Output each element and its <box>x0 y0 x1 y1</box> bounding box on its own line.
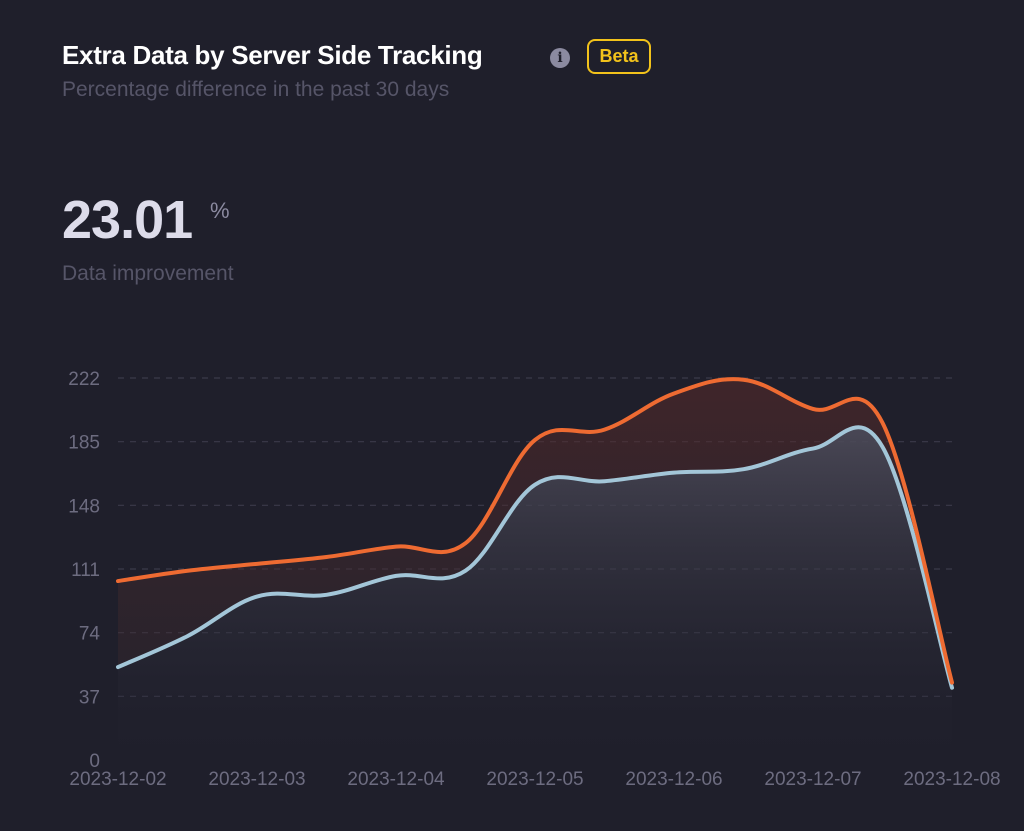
series-area-band <box>118 379 952 688</box>
x-tick-label: 2023-12-08 <box>903 769 1000 790</box>
series-line-blue <box>116 425 954 690</box>
metric-unit: % <box>210 198 230 223</box>
series-lines <box>116 377 954 690</box>
series-area-lower <box>118 427 952 760</box>
y-tick-label: 111 <box>71 560 100 581</box>
x-tick-label: 2023-12-05 <box>486 769 583 790</box>
series-areas <box>118 379 952 760</box>
beta-badge: Beta <box>587 39 651 74</box>
x-tick-label: 2023-12-04 <box>347 769 445 790</box>
x-tick-label: 2023-12-07 <box>764 769 861 790</box>
chart-subtitle: Percentage difference in the past 30 day… <box>62 78 450 101</box>
y-tick-label: 0 <box>89 751 100 772</box>
y-tick-label: 222 <box>68 369 100 390</box>
x-tick-label: 2023-12-03 <box>208 769 305 790</box>
metric-label: Data improvement <box>62 262 234 285</box>
info-icon[interactable]: i <box>550 48 570 68</box>
x-tick-label: 2023-12-02 <box>69 769 166 790</box>
y-tick-label: 37 <box>79 687 100 708</box>
y-tick-label: 148 <box>68 496 100 517</box>
x-tick-label: 2023-12-06 <box>625 769 722 790</box>
y-tick-label: 185 <box>68 433 100 454</box>
series-line-orange <box>116 377 954 685</box>
y-axis-ticks: 0 37 74 111 148 185 222 <box>68 369 100 772</box>
metric-value: 23.01 <box>62 190 193 250</box>
x-axis-ticks: 2023-12-02 2023-12-03 2023-12-04 2023-12-05… <box>69 769 1000 790</box>
chart-title: Extra Data by Server Side Tracking <box>62 40 483 70</box>
y-tick-label: 74 <box>79 624 101 645</box>
